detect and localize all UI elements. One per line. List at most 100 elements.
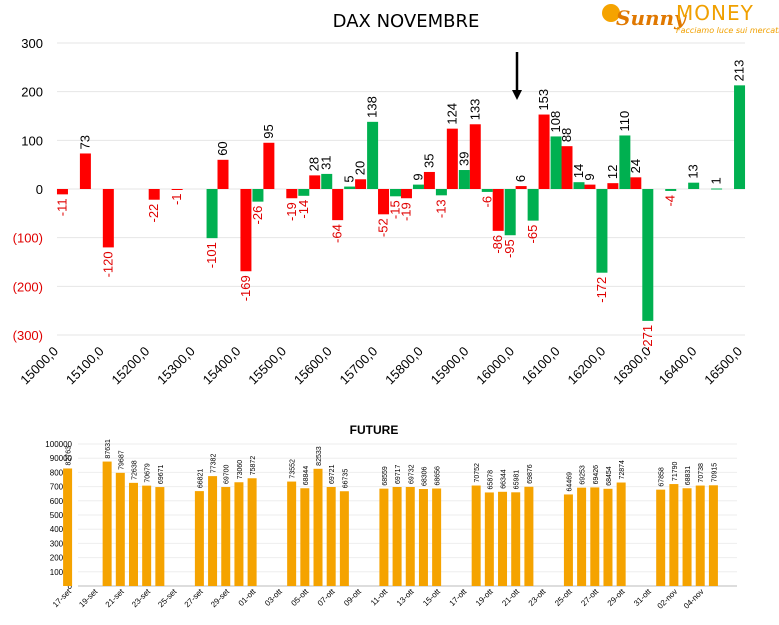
future-bar — [484, 492, 494, 586]
x-tick-label: 15800,0 — [382, 344, 426, 388]
red-bar — [446, 128, 458, 189]
data-label: 69671 — [158, 464, 165, 484]
data-label: -169 — [238, 275, 253, 301]
x-tick-label: 15-ott — [421, 587, 442, 608]
red-bar — [240, 189, 252, 272]
future-bar — [287, 481, 297, 586]
x-tick-label: 15000,0 — [17, 344, 61, 388]
x-tick-label: 04-nov — [682, 587, 706, 611]
red-bar — [263, 142, 275, 189]
future-bar — [326, 486, 336, 586]
future-bar — [708, 485, 718, 586]
red-bar — [171, 189, 183, 190]
x-tick-label: 15700,0 — [336, 344, 380, 388]
future-bar — [155, 487, 165, 586]
future-bar — [194, 491, 204, 586]
green-bar — [390, 189, 402, 197]
x-tick-label: 15500,0 — [245, 344, 289, 388]
y-tick-label: 60000 — [50, 497, 73, 506]
green-bar — [252, 189, 264, 202]
x-tick-label: 27-ott — [579, 587, 600, 608]
green-bar — [711, 188, 723, 190]
x-tick-label: 15100,0 — [63, 344, 107, 388]
data-label: 124 — [444, 103, 459, 125]
y-tick-label: 90000 — [50, 454, 73, 463]
data-label: 13 — [686, 164, 701, 178]
future-bar — [656, 489, 666, 586]
x-tick-label: 23-set — [130, 587, 153, 610]
data-label: -26 — [250, 206, 265, 225]
red-bar — [584, 184, 596, 189]
x-tick-label: 16100,0 — [519, 344, 563, 388]
red-bar — [607, 183, 619, 189]
data-label: 9 — [582, 173, 597, 180]
data-label: 213 — [732, 60, 747, 82]
green-bar — [619, 135, 631, 189]
green-bar — [321, 173, 333, 189]
future-bar — [511, 492, 521, 586]
data-label: 70915 — [711, 463, 718, 483]
green-bar — [435, 189, 447, 196]
data-label: 24 — [628, 159, 643, 173]
data-label: -64 — [330, 224, 345, 243]
data-label: 6 — [513, 175, 528, 182]
data-label: 70738 — [698, 463, 705, 483]
data-label: -95 — [502, 239, 517, 258]
green-bar — [206, 189, 218, 239]
data-label: 95 — [261, 124, 276, 138]
future-bar — [695, 485, 705, 586]
data-label: -4 — [663, 195, 678, 207]
future-bar — [669, 484, 679, 586]
y-tick-label: (200) — [13, 279, 43, 294]
x-tick-label: 01-ott — [237, 587, 258, 608]
red-bar — [400, 189, 412, 199]
x-tick-label: 15600,0 — [291, 344, 335, 388]
x-tick-label: 25-set — [156, 587, 179, 610]
data-label: 5 — [342, 175, 357, 182]
y-tick-label: 80000 — [50, 468, 73, 477]
red-bar — [469, 124, 481, 189]
data-label: 66344 — [501, 469, 508, 489]
data-label: 65878 — [487, 470, 494, 490]
y-tick-label: 0 — [68, 582, 73, 591]
data-label: 66735 — [342, 469, 349, 489]
future-bar — [603, 488, 613, 586]
future-bar — [577, 487, 587, 586]
data-label: 71790 — [672, 461, 679, 481]
future-bar — [128, 482, 138, 586]
x-tick-label: 15400,0 — [200, 344, 244, 388]
y-tick-label: 20000 — [50, 554, 73, 563]
x-tick-label: 05-ott — [289, 587, 310, 608]
green-bar — [665, 189, 677, 191]
red-bar — [309, 175, 321, 189]
red-bar — [538, 114, 550, 189]
green-bar — [481, 189, 493, 192]
green-bar — [734, 85, 746, 189]
green-bar — [344, 186, 356, 189]
data-label: 73060 — [237, 460, 244, 480]
data-label: 39 — [456, 152, 471, 166]
future-bar — [115, 472, 125, 586]
data-label: 79687 — [118, 450, 125, 470]
x-tick-label: 16500,0 — [701, 344, 745, 388]
data-label: -11 — [54, 198, 69, 216]
y-tick-label: 100000 — [45, 440, 72, 449]
x-tick-label: 11-ott — [369, 587, 390, 608]
data-label: 12 — [605, 165, 620, 179]
data-label: 68844 — [303, 466, 310, 486]
data-label: 72638 — [131, 460, 138, 480]
data-label: 110 — [617, 111, 632, 132]
data-label: -15 — [388, 200, 403, 219]
data-label: -271 — [640, 325, 655, 351]
data-label: 35 — [421, 153, 436, 167]
x-tick-label: 25-ott — [553, 587, 574, 608]
data-label: 82533 — [316, 446, 323, 466]
y-tick-label: 40000 — [50, 525, 73, 534]
x-tick-label: 16000,0 — [473, 344, 517, 388]
green-bar — [596, 189, 608, 273]
x-tick-label: 15200,0 — [108, 344, 152, 388]
data-label: 68831 — [685, 466, 692, 486]
x-tick-label: 15300,0 — [154, 344, 198, 388]
data-label: 9 — [410, 173, 425, 180]
future-bar — [418, 489, 428, 586]
